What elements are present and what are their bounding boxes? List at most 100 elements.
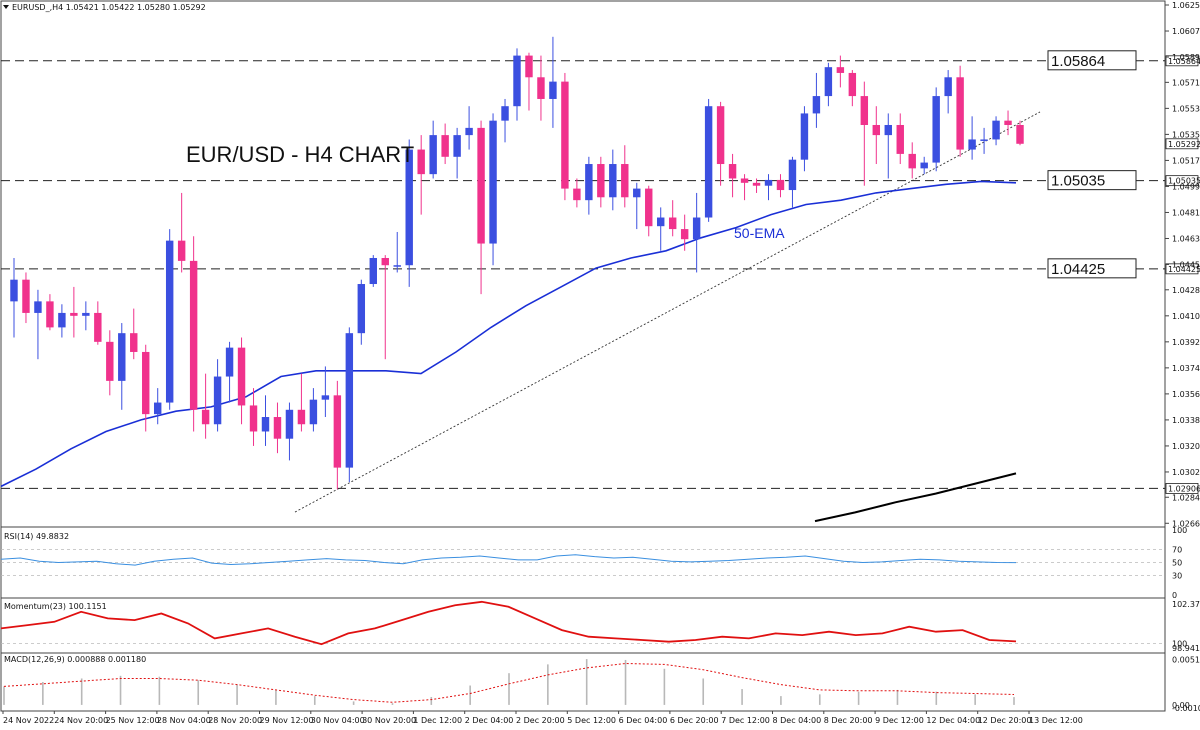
candle-bearish — [956, 65, 964, 157]
price-tick-label: 1.03740 — [1172, 364, 1200, 373]
candle-bullish — [980, 127, 988, 154]
candle-bearish — [573, 178, 581, 208]
momentum-line — [0, 600, 1017, 646]
current-price-box — [1165, 138, 1199, 150]
price-tick-label: 1.05715 — [1172, 78, 1200, 87]
level-box — [1047, 170, 1137, 191]
candle-bullish — [393, 231, 401, 273]
candle-bullish — [213, 359, 222, 432]
candle-bearish — [872, 106, 881, 165]
candle-bearish — [776, 174, 785, 198]
candle-bearish — [1016, 120, 1024, 146]
candle-bearish — [740, 174, 749, 201]
candle-bullish — [884, 113, 892, 179]
candle-bullish — [764, 174, 773, 201]
candle-bullish — [261, 395, 270, 446]
x-tick-label: 12 Dec 20:00 — [978, 716, 1032, 725]
candle-bearish — [848, 70, 857, 107]
price-tick-label: 1.04995 — [1172, 182, 1200, 191]
candle-bullish — [585, 156, 593, 215]
candle-bullish — [465, 106, 473, 150]
x-tick-label: 6 Dec 20:00 — [670, 716, 719, 725]
candle-bullish — [920, 156, 928, 175]
price-tick-label: 1.06250 — [1172, 1, 1200, 10]
price-tick-label: 1.02665 — [1172, 519, 1200, 528]
candle-bearish — [860, 81, 869, 186]
level-box-label: 1.05864 — [1051, 53, 1105, 70]
candle-bullish — [501, 98, 509, 143]
x-tick-label: 28 Nov 04:00 — [157, 716, 211, 725]
momentum-tick-label: 102.373 — [1172, 600, 1200, 609]
candle-bearish — [417, 135, 425, 215]
macd-tick-label: -0.001036 — [1172, 704, 1200, 713]
x-tick-label: 28 Nov 20:00 — [208, 716, 262, 725]
price-tick-label: 1.05890 — [1172, 53, 1200, 62]
candle-bearish — [1004, 110, 1012, 136]
candle-bullish — [704, 98, 713, 222]
x-tick-label: 9 Dec 12:00 — [875, 716, 924, 725]
candle-bullish — [812, 72, 821, 128]
momentum-title: Momentum(23) 100.1151 — [4, 602, 107, 611]
rsi-tick-label: 0 — [1172, 591, 1177, 600]
candle-bullish — [824, 62, 833, 107]
level-axis-box — [1165, 263, 1199, 275]
level-box-label: 1.05035 — [1051, 173, 1105, 190]
price-tick-label: 1.05175 — [1172, 156, 1200, 165]
x-tick-label: 25 Nov 12:00 — [106, 716, 160, 725]
candle-bullish — [82, 301, 90, 331]
level-axis-box — [1165, 483, 1199, 494]
macd-tick-label: 0.00 — [1172, 701, 1190, 710]
candle-bearish — [597, 156, 605, 208]
level-axis-box — [1165, 55, 1199, 67]
candle-bearish — [297, 373, 306, 432]
candle-bearish — [645, 185, 653, 237]
candle-bullish — [800, 106, 809, 172]
level-axis-box — [1165, 175, 1199, 187]
price-tick-label: 1.06070 — [1172, 27, 1200, 36]
candle-bullish — [153, 388, 162, 425]
x-tick-label: 7 Dec 12:00 — [721, 716, 770, 725]
candle-bearish — [716, 101, 725, 186]
candle-bullish — [285, 402, 294, 461]
x-tick-label: 5 Dec 12:00 — [567, 716, 616, 725]
candle-bearish — [728, 153, 737, 198]
current-price-label: 1.05292 — [1168, 140, 1200, 149]
rsi-line — [0, 554, 1017, 566]
ema50-label: 50-EMA — [734, 225, 785, 241]
candle-bearish — [668, 200, 677, 237]
candle-bearish — [621, 145, 629, 208]
ema200-line — [814, 472, 1017, 523]
candle-bullish — [633, 182, 641, 230]
x-tick-label: 30 Nov 04:00 — [311, 716, 365, 725]
x-tick-label: 8 Dec 20:00 — [824, 716, 873, 725]
candle-bullish — [165, 229, 174, 410]
level-axis-label: 1.05035 — [1168, 177, 1200, 186]
candle-bullish — [453, 127, 461, 179]
x-tick-label: 2 Dec 04:00 — [465, 716, 514, 725]
candle-bearish — [130, 308, 138, 360]
x-tick-label: 2 Dec 20:00 — [516, 716, 565, 725]
candle-bearish — [189, 236, 198, 432]
price-tick-label: 1.04100 — [1172, 312, 1200, 321]
price-tick-label: 1.03380 — [1172, 416, 1200, 425]
candle-bullish — [609, 149, 617, 211]
candle-bullish — [10, 257, 18, 338]
candle-bearish — [273, 402, 282, 454]
momentum-tick-label: 100 — [1172, 639, 1187, 648]
macd-tick-label: 0.005131 — [1172, 656, 1200, 665]
x-tick-label: 8 Dec 04:00 — [773, 716, 822, 725]
dropdown-triangle-icon[interactable] — [3, 5, 9, 9]
x-tick-label: 13 Dec 12:00 — [1029, 716, 1083, 725]
candle-bearish — [22, 272, 30, 324]
x-tick-label: 6 Dec 04:00 — [619, 716, 668, 725]
candle-bearish — [46, 294, 54, 331]
candle-bearish — [333, 380, 342, 490]
level-box — [1047, 50, 1137, 71]
level-box — [1047, 258, 1137, 279]
candle-bearish — [381, 255, 389, 360]
x-tick-label: 24 Nov 2022 — [3, 716, 54, 725]
candle-bullish — [932, 87, 940, 172]
price-tick-label: 1.05355 — [1172, 130, 1200, 139]
candle-bearish — [177, 192, 186, 273]
candle-bullish — [309, 388, 318, 432]
